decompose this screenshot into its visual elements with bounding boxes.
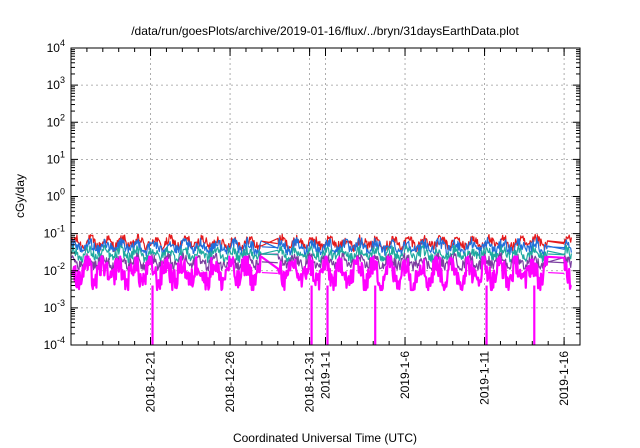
y-tick-label: 10-3 [44,298,65,315]
series-line [70,255,572,292]
gap-connector [261,261,278,264]
gap-connector [548,261,565,264]
y-axis-label: cGy/day [13,174,27,218]
series-line [71,237,572,258]
x-tick-label: 2019-1-16 [557,351,571,406]
gap-connector [548,246,565,249]
x-tick-label: 2018-12-21 [144,351,158,413]
grid-lines [71,47,580,346]
y-tick-label: 10-2 [44,261,65,278]
y-tick-label: 104 [47,38,65,55]
gap-connector [548,253,565,256]
x-tick-label: 2019-1-11 [478,351,492,405]
y-tick-label: 103 [47,75,65,92]
gap-connector [261,271,278,274]
y-tick-label: 100 [47,187,65,204]
series-line [71,244,572,264]
gap-connector [261,246,278,249]
x-tick-label: 2018-12-31 [303,351,317,413]
chart-title: /data/run/goesPlots/archive/2019-01-16/f… [131,24,519,38]
x-axis-label: Coordinated Universal Time (UTC) [233,431,417,445]
x-tick-label: 2019-1-6 [398,351,412,399]
gap-connector [261,240,278,245]
gap-connector [261,253,278,256]
x-axis: 2018-12-21 2018-12-26 2018-12-31 2019-1-1 20… [70,48,581,413]
x-tick-label: 2019-1-1 [319,351,333,399]
x-tick-label: 2018-12-26 [223,351,237,413]
y-tick-label: 10-4 [44,335,65,352]
y-tick-label: 10-1 [44,224,65,241]
y-tick-label: 101 [47,149,65,166]
gap-connector [548,271,565,274]
data-series [70,233,572,345]
y-tick-label: 102 [47,112,65,129]
gap-connector [548,240,565,245]
